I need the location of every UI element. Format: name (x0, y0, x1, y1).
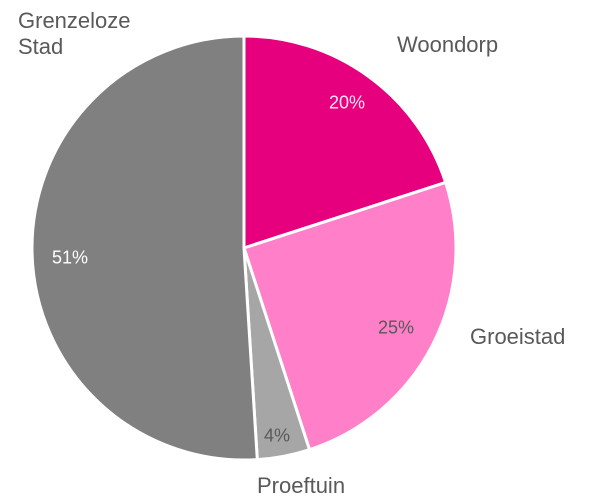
slice-label: Proeftuin (257, 473, 346, 498)
slice-label: Groeistad (470, 324, 566, 349)
value-label: 20% (328, 92, 366, 113)
pie-slice (242, 34, 448, 251)
value-label: 4% (263, 425, 291, 446)
value-label: 25% (377, 317, 415, 338)
pie-slice (30, 34, 259, 462)
slice-label: Grenzeloze Stad (18, 8, 131, 59)
slice-label: Woondorp (397, 32, 499, 57)
value-label: 51% (51, 247, 89, 268)
pie-slice (242, 180, 458, 452)
